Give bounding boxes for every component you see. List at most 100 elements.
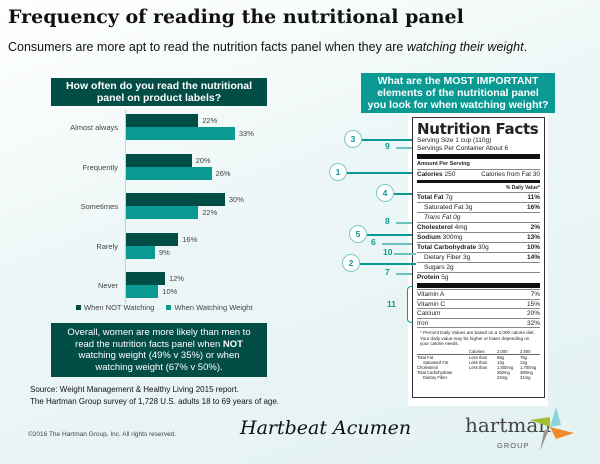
hartman-group-text: GROUP bbox=[497, 441, 530, 450]
nutrition-facts-label: Nutrition Facts Serving Size 1 cup (110g… bbox=[412, 117, 545, 398]
nutrient-label: Total Carbohydrate bbox=[417, 244, 477, 251]
nutrient-label: Saturated Fat bbox=[424, 204, 464, 211]
table-cell: 31mg bbox=[520, 374, 531, 380]
bar-not-watching bbox=[125, 232, 179, 246]
servings-per-container: Servings Per Container About 6 bbox=[417, 145, 509, 152]
table-cell: 1,700mg bbox=[520, 364, 537, 370]
bar-watching bbox=[125, 127, 235, 140]
nutrient-percent: 14% bbox=[526, 254, 540, 261]
nutrient-percent: 10% bbox=[526, 244, 540, 251]
chart-title: How often do you read the nutritional pa… bbox=[51, 78, 267, 106]
subtitle-emphasis: watching their weight bbox=[406, 40, 524, 54]
nutrient-label: Dietary Fiber bbox=[424, 254, 462, 261]
vitamins-brace bbox=[407, 286, 413, 323]
y-axis bbox=[125, 110, 126, 304]
table-cell: 65g bbox=[497, 354, 504, 360]
rank-calories: 1 bbox=[329, 163, 347, 181]
rank-vitamins: 11 bbox=[387, 299, 396, 309]
data-label: 20% bbox=[195, 155, 211, 165]
vitamin-percent: 32% bbox=[526, 319, 540, 327]
nutrient-name: Total Carbohydrate 30g bbox=[417, 243, 489, 252]
table-cell bbox=[417, 349, 469, 355]
rank-fiber: 10 bbox=[383, 247, 393, 257]
nutrient-amount: 3g bbox=[465, 204, 473, 211]
serving-size: Serving Size 1 cup (110g) bbox=[417, 137, 492, 144]
hartman-logo-text: hartman bbox=[465, 413, 552, 437]
nutrient-amount: 0g bbox=[453, 214, 461, 221]
nutrient-name: Trans Fat 0g bbox=[417, 213, 460, 222]
table-cell: 13g bbox=[497, 359, 504, 365]
table-cell: Less than bbox=[469, 354, 488, 360]
data-label: 22% bbox=[202, 116, 218, 125]
nutrient-percent: 2% bbox=[530, 224, 540, 231]
nutrient-row: Dietary Fiber 3g 14% bbox=[417, 252, 540, 262]
rank-serving-size: 3 bbox=[344, 130, 362, 148]
source-line: Source: Weight Management & Healthy Livi… bbox=[30, 385, 239, 394]
nutrient-amount: 2g bbox=[446, 264, 454, 271]
vitamin-percent: 20% bbox=[526, 310, 540, 317]
table-cell: 12g bbox=[520, 359, 527, 365]
category-label: Frequently bbox=[82, 162, 118, 172]
category-label: Rarely bbox=[96, 241, 118, 251]
nutrient-percent: 11% bbox=[527, 194, 540, 201]
nutrient-label: Sodium bbox=[417, 234, 441, 241]
callout-text: Overall, women are more likely than men … bbox=[67, 327, 251, 350]
table-cell: 1,500mg bbox=[497, 364, 514, 370]
rank-sugars: 2 bbox=[342, 254, 360, 272]
nutrient-row: Sugars 2g bbox=[417, 262, 540, 272]
data-label: 16% bbox=[182, 234, 198, 244]
daily-value-table: Calories: 2,000 2,500 Total Fat Less than 65g… bbox=[417, 349, 540, 380]
bar-not-watching bbox=[125, 272, 165, 285]
table-cell: Calories: bbox=[469, 349, 497, 355]
divider bbox=[417, 283, 540, 288]
nutrient-amount: 7g bbox=[445, 194, 453, 201]
nutrient-label: Protein bbox=[417, 274, 440, 281]
nutrient-label: Sugars bbox=[424, 264, 445, 271]
vitamin-name: Calcium bbox=[417, 310, 441, 317]
divider bbox=[417, 154, 540, 159]
rank-sodium: 5 bbox=[349, 225, 367, 243]
rank-total-fat: 4 bbox=[376, 184, 394, 202]
table-cell: Total Fat bbox=[417, 354, 434, 360]
rank-protein: 7 bbox=[385, 267, 390, 277]
table-cell: 75g bbox=[520, 354, 527, 360]
callout-line bbox=[367, 234, 412, 236]
bar-watching bbox=[125, 166, 212, 180]
data-label: 30% bbox=[228, 195, 244, 204]
table-cell: Total Carbohydrate bbox=[417, 369, 453, 375]
callout-line bbox=[396, 273, 412, 275]
nutrient-row: Saturated Fat 3g 16% bbox=[417, 202, 540, 212]
chart-legend: When NOT Watching When Watching Weight bbox=[76, 303, 252, 312]
footnote: * Percent Daily Values are based on a 2,… bbox=[417, 327, 540, 349]
data-label: 33% bbox=[238, 129, 254, 138]
source-line: The Hartman Group survey of 1,728 U.S. a… bbox=[30, 397, 280, 406]
table-cell: 2,500 bbox=[520, 349, 540, 355]
data-label: 12% bbox=[168, 274, 184, 283]
callout-line bbox=[396, 222, 412, 224]
bar-not-watching bbox=[125, 193, 225, 206]
table-cell: Dietary Fiber bbox=[423, 374, 447, 380]
nutrient-row: Total Fat 7g 11% bbox=[417, 192, 540, 202]
callout-line bbox=[396, 147, 412, 149]
table-cell: Saturated Fat bbox=[423, 359, 449, 365]
nutrient-name: Sugars 2g bbox=[417, 263, 454, 272]
calories-label: Calories bbox=[417, 171, 443, 178]
copyright: ©2016 The Hartman Group, Inc. All rights… bbox=[28, 431, 177, 438]
nutrient-row: Cholesterol 4mg 2% bbox=[417, 222, 540, 232]
table-cell: 250mg bbox=[497, 369, 510, 375]
vitamin-name: Vitamin C bbox=[417, 300, 446, 308]
legend-not-watching: When NOT Watching bbox=[76, 303, 154, 312]
legend-swatch bbox=[166, 305, 172, 310]
nutrient-amount: 300mg bbox=[442, 234, 463, 241]
nutrient-row: Trans Fat 0g bbox=[417, 212, 540, 222]
callout-line bbox=[347, 172, 412, 174]
nutrient-name: Cholesterol 4mg bbox=[417, 223, 467, 232]
divider bbox=[417, 180, 540, 183]
category-label: Sometimes bbox=[80, 202, 118, 211]
vitamin-name: Iron bbox=[417, 319, 429, 327]
table-cell: Cholesterol bbox=[417, 364, 439, 370]
nutrient-label: Cholesterol bbox=[417, 224, 453, 231]
page-title: Frequency of reading the nutritional pan… bbox=[8, 6, 464, 28]
category-label: Never bbox=[97, 281, 118, 290]
table-cell: 380mg bbox=[520, 369, 533, 375]
